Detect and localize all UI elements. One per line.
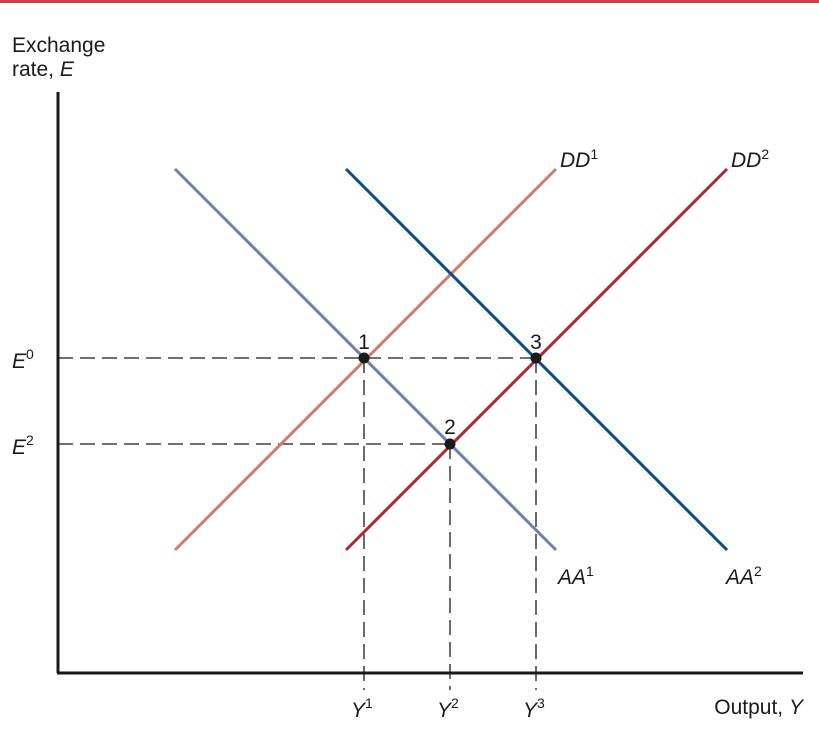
dd1-label-sup: 1: [590, 146, 598, 162]
y1-label-base: Y: [351, 699, 367, 722]
aa2-label: AA2: [724, 563, 762, 589]
x-axis-title: Output, Y: [714, 696, 805, 719]
dd2-label: DD2: [731, 146, 769, 172]
e2-label-sup: 2: [26, 432, 34, 448]
e2-label: E2: [12, 432, 34, 459]
guide-lines: [58, 357, 537, 690]
aa1-label-base: AA: [556, 566, 586, 589]
dd2-label-sup: 2: [761, 146, 769, 162]
aa2-label-base: AA: [724, 566, 754, 589]
equilibrium-label-3: 3: [530, 331, 542, 354]
x-axis-title-prefix: Output,: [714, 696, 789, 719]
y2-label-base: Y: [437, 699, 453, 722]
y3-label-sup: 3: [537, 695, 545, 711]
y1-label: Y1: [351, 695, 373, 722]
dd1-label: DD1: [560, 146, 598, 172]
e2-label-base: E: [12, 436, 27, 459]
y1-label-sup: 1: [365, 695, 373, 711]
y2-label: Y2: [437, 695, 459, 722]
dd2-label-base: DD: [731, 149, 761, 172]
equilibrium-point-2: [444, 438, 456, 450]
e0-label-sup: 0: [26, 346, 34, 362]
equilibrium-point-3: [530, 352, 542, 364]
aa1-label: AA1: [556, 563, 594, 589]
x-axis-title-var: Y: [789, 696, 805, 719]
e0-label-base: E: [12, 350, 27, 373]
equilibrium-label-1: 1: [358, 331, 370, 354]
equilibrium-point-1: [358, 352, 370, 364]
y-axis-title-line1: Exchange: [12, 34, 105, 57]
y-axis-title-prefix: rate,: [12, 58, 60, 81]
aa2-label-sup: 2: [754, 563, 762, 579]
y2-label-sup: 2: [451, 695, 459, 711]
y-axis-title-var: E: [60, 58, 75, 81]
y3-label-base: Y: [523, 699, 539, 722]
e0-label: E0: [12, 346, 34, 373]
aa1-label-sup: 1: [586, 563, 594, 579]
y3-label: Y3: [523, 695, 545, 722]
y-axis-title-line2: rate, E: [12, 58, 75, 81]
dd1-label-base: DD: [560, 149, 590, 172]
equilibrium-label-2: 2: [444, 416, 456, 439]
